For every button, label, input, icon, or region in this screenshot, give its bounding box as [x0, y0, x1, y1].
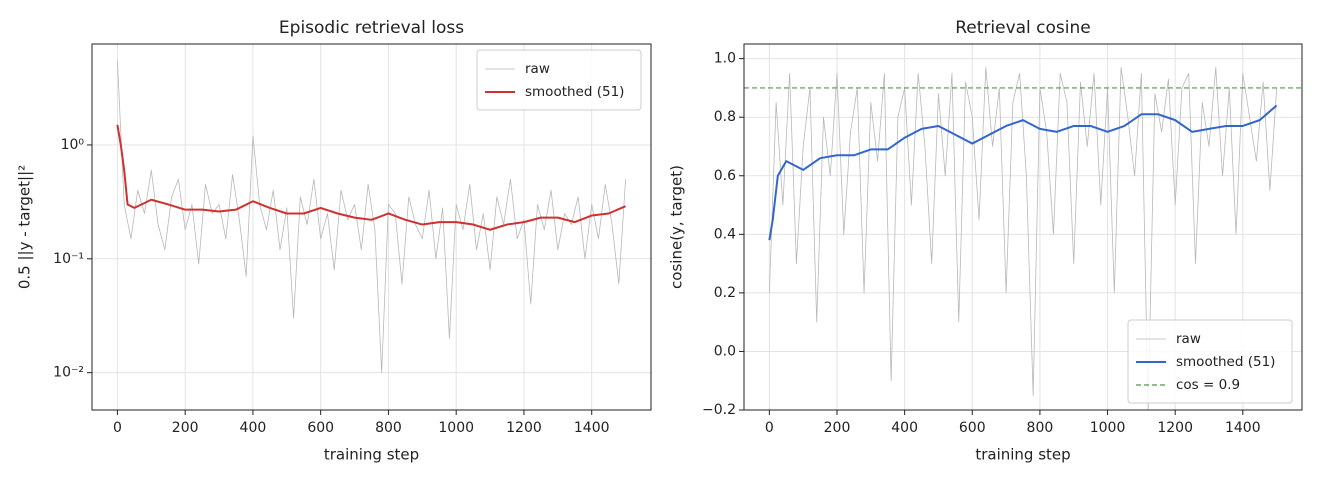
plot-area [116, 60, 626, 374]
legend: raw smoothed (51) cos = 0.9 [1127, 319, 1293, 404]
x-tick-label: 200 [172, 420, 199, 436]
panel: Episodic retrieval loss training step 0.5 … [16, 18, 652, 464]
line-series [116, 124, 626, 231]
x-tick-label: 0 [113, 420, 122, 436]
axes-frame [743, 43, 1303, 411]
chart-title: Retrieval cosine [955, 18, 1091, 38]
y-tick-label: 10⁻² [53, 365, 84, 381]
legend-box [476, 49, 642, 111]
y-axis-label: cosine(y, target) [668, 165, 686, 289]
legend-label: raw [525, 61, 550, 77]
x-tick-label: 1000 [1090, 420, 1126, 436]
chart-title: Episodic retrieval loss [279, 18, 464, 38]
x-tick-label: 1000 [438, 420, 474, 436]
x-tick-label: 400 [891, 420, 918, 436]
x-tick-label: 600 [959, 420, 986, 436]
x-tick-label: 800 [375, 420, 402, 436]
y-tick-label: 0.6 [714, 168, 736, 184]
x-tick-label: 800 [1027, 420, 1054, 436]
x-tick-label: 1200 [506, 420, 542, 436]
x-tick-label: 1400 [1225, 420, 1261, 436]
y-tick-label: 0.2 [714, 285, 736, 301]
x-tick-label: 0 [765, 420, 774, 436]
x-tick-label: 400 [240, 420, 267, 436]
legend-label: raw [1176, 331, 1201, 347]
axes-frame [91, 43, 652, 411]
legend-label: cos = 0.9 [1176, 377, 1240, 393]
y-tick-label: 1.0 [714, 51, 736, 67]
x-axis-label: training step [324, 446, 419, 464]
plot-area [744, 67, 1302, 410]
line-series [768, 67, 1278, 410]
y-tick-label: 0.4 [714, 226, 736, 242]
x-tick-label: 1200 [1157, 420, 1193, 436]
x-axis-label: training step [975, 446, 1070, 464]
legend-box [1127, 319, 1293, 404]
y-tick-label: 10⁰ [61, 137, 85, 153]
y-tick-label: −0.2 [702, 402, 736, 418]
y-axis-label: 0.5 ||y - target||² [16, 165, 34, 289]
line-series [768, 104, 1278, 241]
x-tick-label: 600 [307, 420, 334, 436]
y-tick-label: 0.0 [714, 343, 736, 359]
x-tick-label: 200 [824, 420, 851, 436]
y-tick-label: 10⁻¹ [53, 251, 84, 267]
legend-label: smoothed (51) [1176, 354, 1275, 370]
y-tick-label: 0.8 [714, 109, 736, 125]
x-tick-label: 1400 [574, 420, 610, 436]
legend: raw smoothed (51) [476, 49, 642, 111]
legend-label: smoothed (51) [525, 84, 624, 100]
panel: Retrieval cosine training step cosine(y, t… [668, 18, 1303, 464]
